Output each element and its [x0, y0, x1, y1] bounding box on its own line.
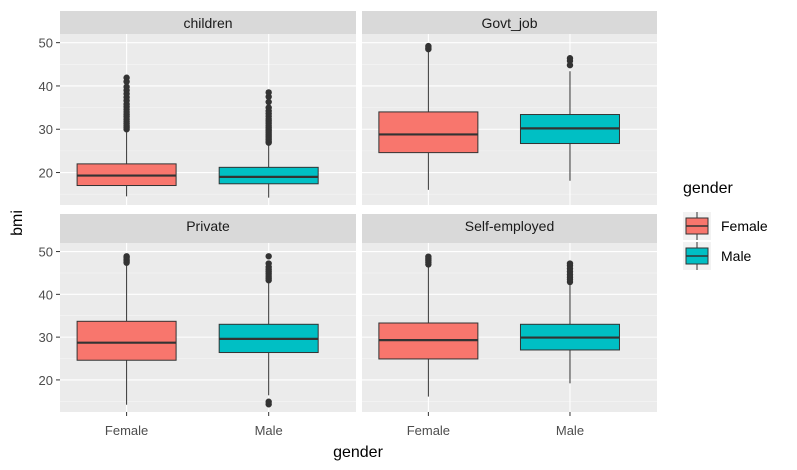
- facet-strip: [362, 214, 657, 243]
- facet-panel-2: Private 20 30 40 50 Female Male: [39, 214, 356, 438]
- boxplot-govt_job-male: [519, 55, 620, 181]
- y-axis-title: bmi: [9, 210, 26, 236]
- x-tick-label: Male: [556, 423, 584, 438]
- y-tick-label: 20: [39, 166, 53, 181]
- boxplot-self-employed-male: [519, 260, 620, 384]
- box-iqr: [218, 166, 319, 185]
- boxplot-children-female: [76, 74, 177, 197]
- boxplot-private-female: [76, 253, 177, 405]
- outlier-point: [265, 260, 272, 267]
- outlier-point: [123, 74, 130, 81]
- box-iqr: [76, 320, 177, 361]
- facet-strip: [60, 11, 356, 34]
- x-tick-label: Female: [407, 423, 450, 438]
- outlier-point: [566, 55, 574, 62]
- boxplot-private-male: [218, 253, 319, 408]
- y-tick-label: 40: [39, 287, 53, 302]
- facet-strip: [362, 11, 657, 34]
- outlier-point: [265, 398, 272, 405]
- x-tick-label: Female: [105, 423, 148, 438]
- outlier-point: [265, 104, 272, 111]
- outlier-point: [425, 42, 432, 50]
- y-tick-label: 30: [39, 122, 53, 137]
- y-tick-label: 30: [39, 330, 53, 345]
- facet-strip-label: children: [183, 15, 232, 31]
- facet-panel-3: Self-employed Female Male: [362, 214, 657, 438]
- facet-strip: [60, 214, 356, 243]
- x-tick-label: Male: [255, 423, 283, 438]
- legend-title: gender: [683, 180, 733, 197]
- y-tick-label: 50: [39, 245, 53, 260]
- y-tick-label: 20: [39, 373, 53, 388]
- legend: gender Female Male: [683, 180, 768, 270]
- facet-panel-0: children 20 30 40 50: [39, 11, 356, 205]
- facet-strip-label: Self-employed: [465, 218, 555, 234]
- outlier-point: [425, 253, 432, 260]
- outlier-point: [566, 260, 574, 267]
- boxplot-children-male: [218, 89, 319, 198]
- outlier-point: [265, 98, 272, 106]
- facet-panel-1: Govt_job: [362, 11, 657, 205]
- x-axis-title: gender: [333, 444, 383, 461]
- outlier-point: [265, 253, 272, 260]
- outlier-point: [265, 89, 272, 96]
- legend-label: Male: [721, 248, 752, 264]
- facet-strip-label: Govt_job: [481, 15, 537, 31]
- boxplot-govt_job-female: [378, 42, 479, 190]
- boxplot-self-employed-female: [378, 253, 479, 397]
- y-tick-label: 40: [39, 79, 53, 94]
- outlier-point: [123, 253, 130, 260]
- facet-strip-label: Private: [186, 218, 230, 234]
- legend-label: Female: [721, 218, 768, 234]
- box-iqr: [378, 111, 479, 154]
- outlier-point: [123, 83, 130, 91]
- y-tick-label: 50: [39, 36, 53, 51]
